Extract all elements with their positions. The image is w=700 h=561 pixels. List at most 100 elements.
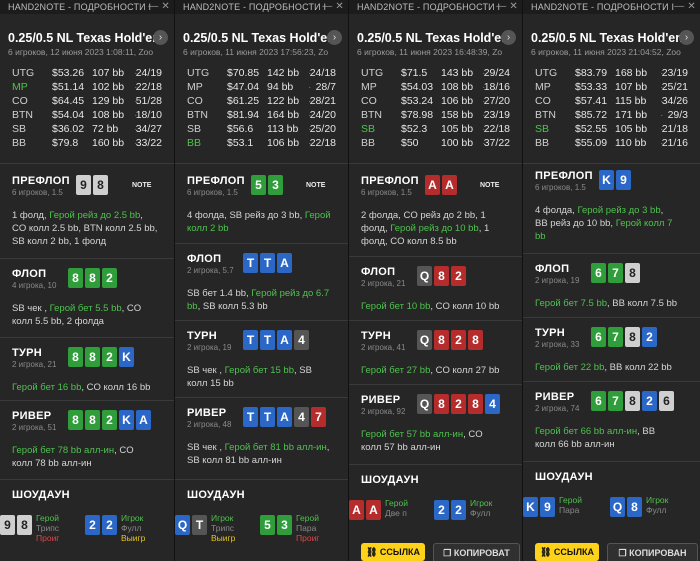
action-text: 1 фолд, Герой рейз до 2.5 bb, CO колл 2.5… (12, 209, 162, 248)
player-row[interactable]: BTN $85.72 171 bb · 29/3 (523, 108, 700, 122)
player-row[interactable]: BB $50 100 bb · 37/22 (349, 136, 522, 150)
link-button[interactable]: ⛓ ССЫЛКА (361, 543, 425, 561)
note-label[interactable]: NOTE (480, 182, 500, 189)
player-row[interactable]: BB $53.1 106 bb · 22/18 (175, 136, 348, 150)
player-stack: $71.5 (401, 67, 428, 79)
action-segment: SB чек , (12, 303, 50, 314)
player-position: BB (187, 137, 202, 149)
player-position: UTG (361, 67, 384, 79)
action-line: BB рейз до 10 bb, Герой колл 7 (535, 217, 688, 230)
chevron-right-icon[interactable]: › (153, 30, 168, 45)
player-stack-bb: 107 bb (615, 81, 648, 93)
close-icon[interactable]: ✕ (335, 1, 344, 12)
player-row[interactable]: CO $64.45 129 bb · 51/28 (0, 94, 174, 108)
player-row[interactable]: SB $52.3 105 bb · 22/18 (349, 122, 522, 136)
player-row[interactable]: BTN $81.94 164 bb · 24/20 (175, 108, 348, 122)
player-stack-bb: 158 bb (441, 109, 474, 121)
action-segment: колл 66 bb алл-ин (535, 439, 615, 450)
minimize-icon[interactable]: — (322, 1, 336, 12)
action-segment: , BB (637, 426, 656, 437)
note-label[interactable]: NOTE (132, 182, 152, 189)
player-row[interactable]: UTG $53.26 107 bb · 24/19 (0, 66, 174, 80)
window-title: HAND2NOTE - ПОДРОБНОСТИ I (8, 2, 152, 12)
player-position: BB (361, 137, 376, 149)
player-stats: 25/21 (661, 81, 688, 93)
street-title: ТУРН (361, 330, 392, 342)
player-stack: $81.94 (227, 109, 260, 121)
hand-rank: Две п (385, 508, 407, 518)
player-stack-bb: 110 bb (615, 137, 647, 149)
action-line: 4 фолда, SB рейз до 3 bb, Герой (187, 209, 336, 222)
street-subtitle: 6 игроков, 1.5 (535, 183, 586, 192)
street-subtitle: 2 игрока, 33 (535, 340, 580, 349)
playing-card: A (136, 410, 151, 430)
player-row[interactable]: BTN $54.04 108 bb · 18/10 (0, 108, 174, 122)
divider (0, 337, 174, 338)
action-line: SB чек , Герой бет 5.5 bb, CO (12, 302, 162, 315)
action-line: 2 фолда, CO рейз до 2 bb, 1 (361, 209, 510, 222)
close-icon[interactable]: ✕ (161, 1, 170, 12)
player-row[interactable]: CO $61.25 122 bb · 28/21 (175, 94, 348, 108)
action-text: Герой бет 66 bb алл-ин, BB колл 66 bb алл… (535, 425, 688, 451)
stat-separator-icon: · (660, 123, 664, 135)
player-row[interactable]: BB $55.09 110 bb · 21/16 (523, 136, 700, 150)
player-row[interactable]: CO $57.41 115 bb · 34/26 (523, 94, 700, 108)
action-line: Герой бет 78 bb алл-ин, CO (12, 444, 162, 457)
player-row[interactable]: UTG $83.79 168 bb · 23/19 (523, 66, 700, 80)
copy-button[interactable]: ❐ КОПИРОВАН (607, 543, 698, 561)
playing-card: A (366, 500, 381, 520)
player-stack: $36.02 (52, 123, 85, 135)
playing-card: 2 (102, 268, 117, 288)
chevron-right-icon[interactable]: › (679, 30, 694, 45)
player-row[interactable]: MP $47.04 94 bb · 28/7 (175, 80, 348, 94)
playing-card: K (599, 170, 614, 190)
action-line: колл 5.5 bb, 2 фолда (12, 315, 162, 328)
chevron-right-icon[interactable]: › (327, 30, 342, 45)
hand-subtitle: 6 игроков, 11 июня 2023 21:04:52, Zoo (531, 47, 681, 57)
hand-header: 0.25/0.5 NL Texas Hold'em 6 игроков, 11 и… (349, 30, 522, 57)
close-icon[interactable]: ✕ (687, 1, 696, 12)
playing-card: 9 (76, 175, 91, 195)
player-row[interactable]: BB $79.8 160 bb · 33/22 (0, 136, 174, 150)
player-stats: 18/16 (483, 81, 510, 93)
minimize-icon[interactable]: — (496, 1, 510, 12)
close-icon[interactable]: ✕ (509, 1, 518, 12)
player-row[interactable]: UTG $70.85 142 bb · 24/18 (175, 66, 348, 80)
player-position: BB (12, 137, 27, 149)
player-row[interactable]: MP $51.14 102 bb · 22/18 (0, 80, 174, 94)
playing-card: T (260, 330, 275, 350)
chevron-right-icon[interactable]: › (501, 30, 516, 45)
player-row[interactable]: UTG $71.5 143 bb · 29/24 (349, 66, 522, 80)
stat-separator-icon: · (308, 109, 312, 121)
divider (175, 320, 348, 321)
player-row[interactable]: BTN $78.98 158 bb · 23/19 (349, 108, 522, 122)
player-row[interactable]: SB $36.02 72 bb · 34/27 (0, 122, 174, 136)
note-label[interactable]: NOTE (306, 182, 326, 189)
player-stack: $85.72 (575, 109, 608, 121)
divider (523, 163, 700, 164)
action-line: bb (535, 230, 688, 243)
action-line: SB колл 2 bb, 1 фолд (12, 235, 162, 248)
minimize-icon[interactable]: — (674, 1, 688, 12)
player-row[interactable]: SB $52.55 105 bb · 21/18 (523, 122, 700, 136)
player-stack: $57.41 (575, 95, 608, 107)
action-line: bb, SB колл 5.3 bb (187, 300, 336, 313)
player-row[interactable]: MP $54.03 108 bb · 18/16 (349, 80, 522, 94)
player-row[interactable]: SB $56.6 113 bb · 25/20 (175, 122, 348, 136)
action-text: Герой бет 57 bb алл-ин, CO колл 57 bb алл… (361, 428, 510, 454)
copy-button[interactable]: ❐ КОПИРОВАТ (433, 543, 520, 561)
link-button[interactable]: ⛓ ССЫЛКА (535, 543, 599, 561)
hand-rank: Трипс (211, 523, 235, 533)
player-row[interactable]: CO $53.24 106 bb · 27/20 (349, 94, 522, 108)
minimize-icon[interactable]: — (148, 1, 162, 12)
player-row[interactable]: MP $53.33 107 bb · 25/21 (523, 80, 700, 94)
player-name: Игрок (646, 495, 669, 505)
